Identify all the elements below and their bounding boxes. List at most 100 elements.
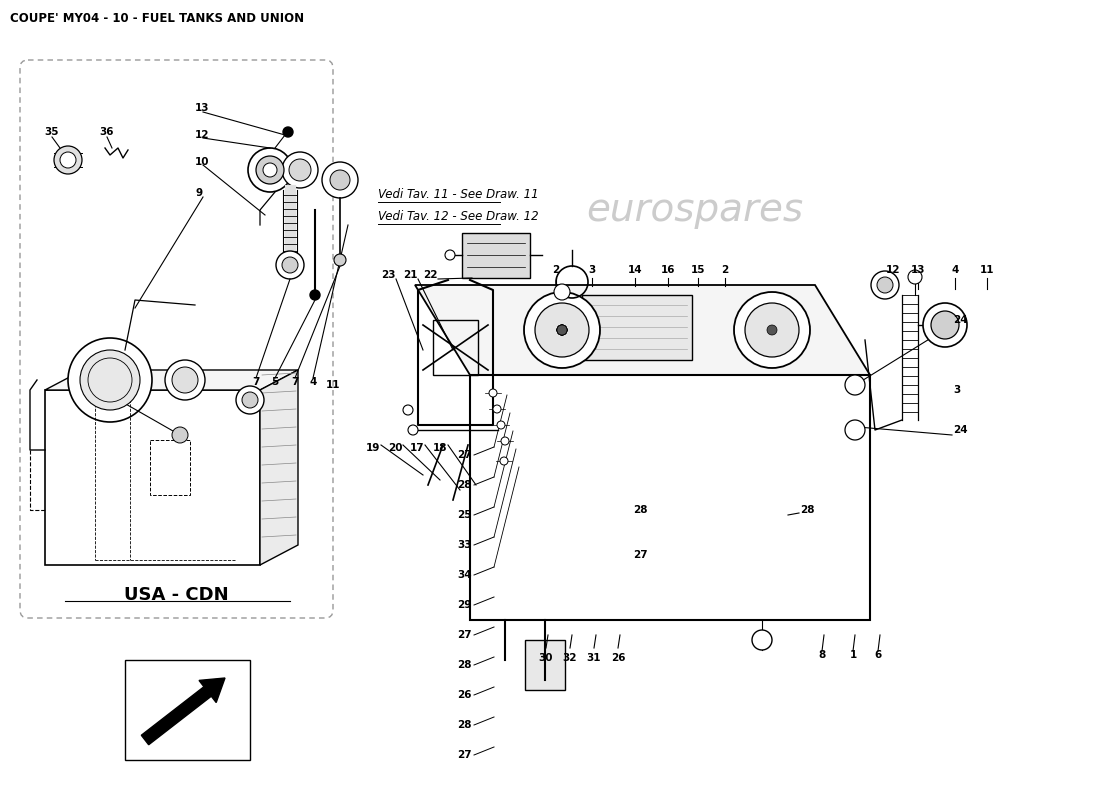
- Text: 30: 30: [539, 653, 553, 663]
- Text: 4: 4: [952, 265, 959, 275]
- Text: 4: 4: [309, 377, 317, 387]
- Circle shape: [877, 277, 893, 293]
- Circle shape: [310, 290, 320, 300]
- Text: 12: 12: [886, 265, 900, 275]
- Circle shape: [263, 163, 277, 177]
- Circle shape: [490, 389, 497, 397]
- Circle shape: [322, 162, 358, 198]
- Text: 11: 11: [980, 265, 994, 275]
- Circle shape: [557, 325, 566, 335]
- Text: 33: 33: [458, 540, 472, 550]
- Polygon shape: [45, 370, 298, 390]
- Text: 27: 27: [458, 630, 472, 640]
- Text: 27: 27: [632, 550, 647, 560]
- Circle shape: [330, 170, 350, 190]
- Text: 28: 28: [458, 660, 472, 670]
- Circle shape: [557, 325, 566, 335]
- Text: 16: 16: [661, 265, 675, 275]
- Circle shape: [845, 420, 865, 440]
- Circle shape: [557, 325, 566, 335]
- Text: 20: 20: [387, 443, 403, 453]
- Text: 25: 25: [458, 510, 472, 520]
- Text: 8: 8: [818, 650, 826, 660]
- Polygon shape: [415, 285, 870, 375]
- Text: 26: 26: [458, 690, 472, 700]
- Text: 2: 2: [552, 265, 560, 275]
- Circle shape: [256, 156, 284, 184]
- Text: 27: 27: [458, 450, 472, 460]
- Text: eurospares: eurospares: [76, 371, 294, 409]
- Text: 27: 27: [458, 750, 472, 760]
- Circle shape: [871, 271, 899, 299]
- Circle shape: [745, 303, 799, 357]
- Circle shape: [535, 303, 589, 357]
- Text: 23: 23: [381, 270, 395, 280]
- Bar: [582, 295, 692, 360]
- Text: 10: 10: [195, 157, 209, 167]
- Text: 22: 22: [422, 270, 438, 280]
- Circle shape: [493, 405, 500, 413]
- Circle shape: [767, 325, 777, 335]
- Text: 32: 32: [563, 653, 578, 663]
- Circle shape: [446, 250, 455, 260]
- Circle shape: [497, 421, 505, 429]
- Circle shape: [931, 311, 959, 339]
- Text: 11: 11: [326, 380, 340, 390]
- Text: 34: 34: [458, 570, 472, 580]
- Circle shape: [734, 292, 810, 368]
- Circle shape: [524, 292, 600, 368]
- Circle shape: [276, 251, 304, 279]
- Text: 17: 17: [409, 443, 425, 453]
- Text: 7: 7: [292, 377, 299, 387]
- Circle shape: [172, 367, 198, 393]
- Text: 24: 24: [953, 425, 968, 435]
- Circle shape: [248, 148, 292, 192]
- Circle shape: [908, 270, 922, 284]
- Circle shape: [236, 386, 264, 414]
- Text: 9: 9: [195, 188, 202, 198]
- Text: eurospares: eurospares: [592, 561, 808, 599]
- Circle shape: [845, 375, 865, 395]
- Circle shape: [283, 127, 293, 137]
- Circle shape: [334, 254, 346, 266]
- Circle shape: [172, 427, 188, 443]
- Text: 24: 24: [953, 315, 968, 325]
- Text: 7: 7: [252, 377, 260, 387]
- Circle shape: [54, 146, 82, 174]
- Circle shape: [554, 284, 570, 300]
- Text: 3: 3: [953, 385, 960, 395]
- Text: 28: 28: [458, 720, 472, 730]
- Text: 12: 12: [195, 130, 209, 140]
- Circle shape: [80, 350, 140, 410]
- Bar: [433, 320, 478, 375]
- Circle shape: [282, 257, 298, 273]
- Text: 13: 13: [911, 265, 925, 275]
- Circle shape: [752, 630, 772, 650]
- Circle shape: [557, 325, 566, 335]
- Circle shape: [282, 152, 318, 188]
- Circle shape: [557, 325, 566, 335]
- Bar: [125, 660, 250, 760]
- Circle shape: [242, 392, 258, 408]
- Circle shape: [289, 159, 311, 181]
- Text: 28: 28: [632, 505, 647, 515]
- Text: 14: 14: [628, 265, 642, 275]
- FancyArrow shape: [141, 678, 226, 745]
- Circle shape: [408, 425, 418, 435]
- Circle shape: [165, 360, 205, 400]
- Circle shape: [500, 457, 508, 465]
- Text: 19: 19: [366, 443, 381, 453]
- FancyBboxPatch shape: [20, 60, 333, 618]
- Text: 5: 5: [272, 377, 278, 387]
- Bar: [525, 640, 565, 690]
- Text: COUPE' MY04 - 10 - FUEL TANKS AND UNION: COUPE' MY04 - 10 - FUEL TANKS AND UNION: [10, 12, 304, 25]
- Text: 29: 29: [458, 600, 472, 610]
- Text: 1: 1: [849, 650, 857, 660]
- Text: 21: 21: [403, 270, 417, 280]
- Text: 36: 36: [100, 127, 114, 137]
- Circle shape: [403, 405, 412, 415]
- Text: Vedi Tav. 12 - See Draw. 12: Vedi Tav. 12 - See Draw. 12: [378, 210, 539, 223]
- Text: USA - CDN: USA - CDN: [123, 586, 229, 604]
- Bar: [470, 375, 870, 620]
- Bar: [45, 390, 260, 565]
